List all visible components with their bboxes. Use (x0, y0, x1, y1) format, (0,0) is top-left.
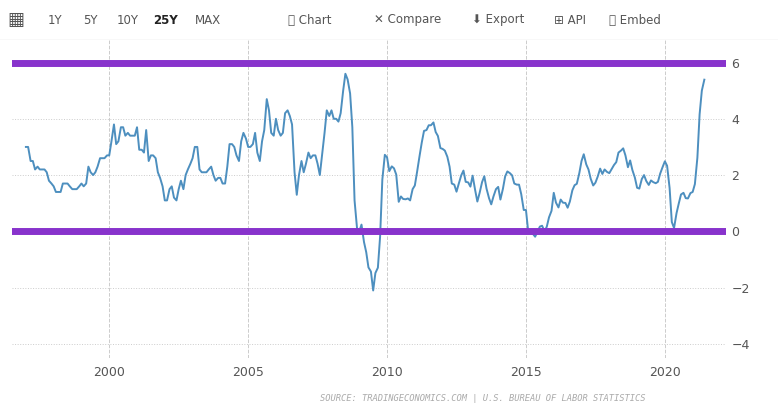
Text: 10Y: 10Y (117, 14, 139, 26)
Text: MAX: MAX (195, 14, 221, 26)
Text: ⬇ Export: ⬇ Export (471, 14, 524, 26)
Text: 🖼 Embed: 🖼 Embed (609, 14, 661, 26)
Text: ⊞ API: ⊞ API (554, 14, 586, 26)
Text: 1Y: 1Y (47, 14, 62, 26)
Text: SOURCE: TRADINGECONOMICS.COM | U.S. BUREAU OF LABOR STATISTICS: SOURCE: TRADINGECONOMICS.COM | U.S. BURE… (320, 394, 645, 403)
Text: 25Y: 25Y (153, 14, 178, 26)
Text: ✕ Compare: ✕ Compare (374, 14, 442, 26)
Text: 📊 Chart: 📊 Chart (289, 14, 331, 26)
Text: ▦: ▦ (8, 11, 24, 29)
Text: 5Y: 5Y (82, 14, 97, 26)
